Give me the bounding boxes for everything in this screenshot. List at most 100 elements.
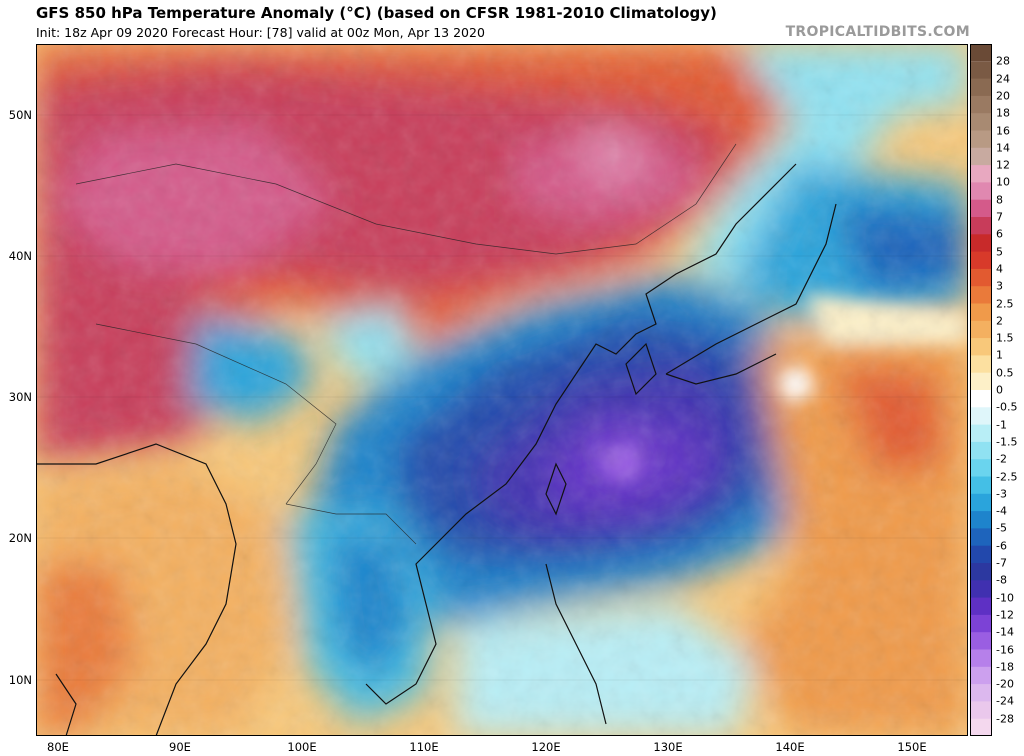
colorbar-swatch [970,666,992,685]
colorbar-tick-label: 1.5 [996,331,1014,345]
colorbar-swatch [970,355,992,374]
colorbar-swatch [970,268,992,287]
colorbar-swatch [970,528,992,547]
coastlines [36,163,837,736]
colorbar-tick-label: -0.5 [996,400,1018,414]
colorbar-tick-label: 28 [996,54,1010,68]
colorbar-swatch [970,545,992,564]
colorbar-tick-label: -10 [996,591,1014,605]
colorbar-swatch [970,44,992,62]
colorbar-tick-label: 6 [996,227,1003,241]
colorbar-swatch [970,113,992,131]
colorbar-swatch [970,165,992,183]
country-borders [75,143,737,545]
colorbar-tick-label: -2 [996,452,1007,466]
colorbar-swatch [970,234,992,253]
colorbar-tick-label: -16 [996,643,1014,656]
colorbar-tick-label: 3 [996,279,1003,293]
colorbar-swatch [970,338,992,356]
colorbar-swatch [970,580,992,599]
colorbar-swatch [970,372,992,391]
colorbar-swatch [970,303,992,322]
lat-label: 50N [8,108,32,122]
colorbar-swatch [970,407,992,426]
lon-label: 90E [169,740,191,754]
colorbar-tick-label: 1 [996,348,1003,362]
colorbar-tick-label: -4 [996,504,1007,518]
colorbar-swatch [970,147,992,166]
lat-label: 10N [8,673,32,687]
lat-label: 20N [8,531,32,545]
colorbar-tick-label: 0 [996,383,1003,397]
colorbar-tick-label: 20 [996,89,1010,103]
colorbar-tick-label: 12 [996,158,1010,172]
colorbar-tick-label: 10 [996,175,1010,189]
colorbar-swatch [970,459,992,477]
colorbar-swatch [970,563,992,581]
colorbar-frame [970,44,992,736]
colorbar-swatch [970,684,992,702]
colorbar-tick-label: -18 [996,660,1014,674]
lat-label: 30N [8,390,32,404]
colorbar-tick-label: -1 [996,418,1007,432]
map-subtitle: Init: 18z Apr 09 2020 Forecast Hour: [78… [36,25,485,40]
colorbar-tick-label: -14 [996,625,1014,639]
colorbar-tick-label: 0.5 [996,366,1014,380]
colorbar-swatch [970,251,992,270]
texture-overlay [36,44,968,736]
anomaly-map [36,44,968,736]
colorbar-swatch [970,61,992,80]
colorbar-tick-label: 4 [996,262,1003,276]
colorbar-tick-label: -5 [996,521,1007,535]
colorbar-tick-label: -2.5 [996,470,1018,483]
colorbar-tick-label: 2 [996,314,1003,328]
colorbar-tick-label: -3 [996,487,1007,501]
colorbar-swatch [970,320,992,339]
map-gridlines [36,114,968,681]
lon-label: 110E [409,740,439,754]
colorbar-tick-label: -12 [996,608,1014,622]
colorbar-swatch [970,718,992,736]
lon-label: 120E [531,740,561,754]
colorbar-tick-label: -28 [996,712,1014,726]
colorbar-swatch [970,390,992,408]
colorbar-tick-label: 18 [996,106,1010,120]
lon-label: 100E [287,740,317,754]
map-frame [36,44,968,736]
colorbar-swatch [970,701,992,720]
colorbar-tick-label: 14 [996,141,1010,155]
colorbar-swatch [970,424,992,443]
colorbar-tick-label: -1.5 [996,435,1018,449]
colorbar-swatch [970,597,992,616]
lat-label: 40N [8,249,32,263]
colorbar [970,44,992,736]
colorbar-swatch [970,476,992,495]
colorbar-swatch [970,441,992,460]
colorbar-tick-label: 5 [996,245,1003,259]
colorbar-swatch [970,78,992,97]
colorbar-swatch [970,199,992,218]
colorbar-swatch [970,95,992,114]
lon-label: 130E [653,740,683,754]
colorbar-tick-label: 16 [996,124,1010,137]
colorbar-swatch [970,130,992,149]
colorbar-tick-label: -6 [996,539,1007,553]
lon-label: 150E [897,740,927,754]
colorbar-swatch [970,182,992,201]
colorbar-tick-label: -7 [996,556,1007,570]
colorbar-tick-label: 8 [996,193,1003,207]
colorbar-tick-label: -24 [996,694,1014,708]
lon-label: 80E [47,740,69,754]
colorbar-swatch [970,632,992,650]
colorbar-swatch [970,511,992,529]
colorbar-swatch [970,217,992,235]
colorbar-swatch [970,286,992,304]
colorbar-swatch [970,614,992,633]
map-title: GFS 850 hPa Temperature Anomaly (°C) (ba… [36,4,717,22]
colorbar-swatch [970,493,992,512]
colorbar-tick-label: -8 [996,573,1007,587]
colorbar-tick-label: -20 [996,677,1014,691]
colorbar-swatch [970,649,992,668]
colorbar-tick-label: 7 [996,210,1003,224]
brand-watermark[interactable]: TROPICALTIDBITS.COM [785,24,970,40]
